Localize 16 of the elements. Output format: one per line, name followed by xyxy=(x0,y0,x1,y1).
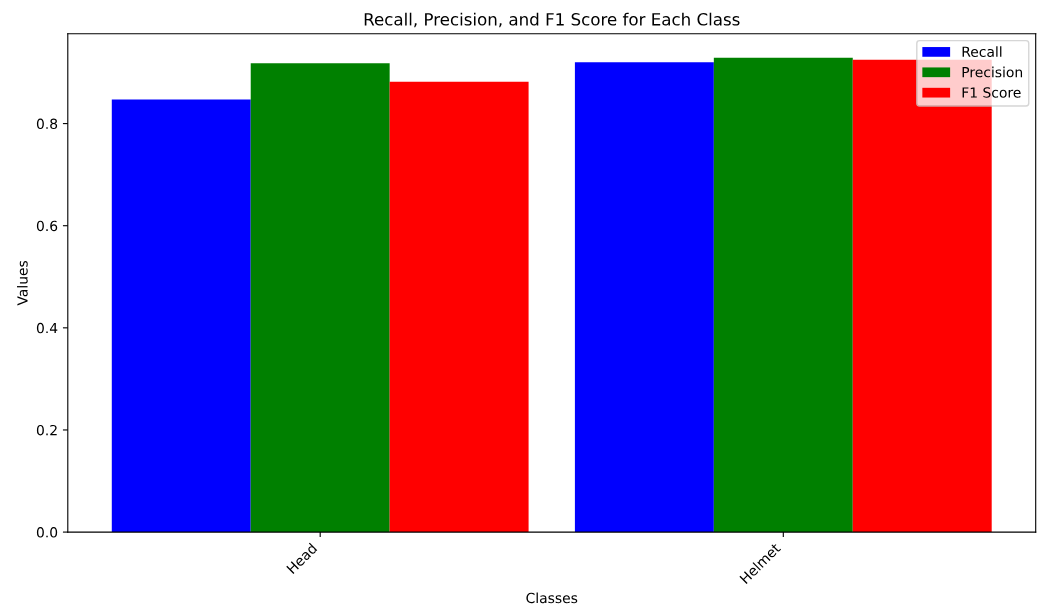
chart-title: Recall, Precision, and F1 Score for Each Class xyxy=(364,12,740,28)
bar xyxy=(389,81,529,533)
y-tick-label: 0.6 xyxy=(36,220,58,232)
y-tick-label: 0.8 xyxy=(36,118,58,130)
bar xyxy=(111,99,251,533)
bar xyxy=(574,62,714,533)
bar xyxy=(250,63,390,533)
legend-label: Precision xyxy=(962,66,1023,78)
x-axis-title: Classes xyxy=(526,592,578,604)
y-axis-title: Values xyxy=(16,260,28,306)
bar xyxy=(713,57,853,533)
y-tick-label: 0.0 xyxy=(36,527,58,538)
legend-label: F1 Score xyxy=(962,87,1021,98)
y-tick-label: 0.4 xyxy=(36,322,58,334)
y-tick-label: 0.2 xyxy=(36,424,57,436)
legend-label: Recall xyxy=(962,46,1002,57)
